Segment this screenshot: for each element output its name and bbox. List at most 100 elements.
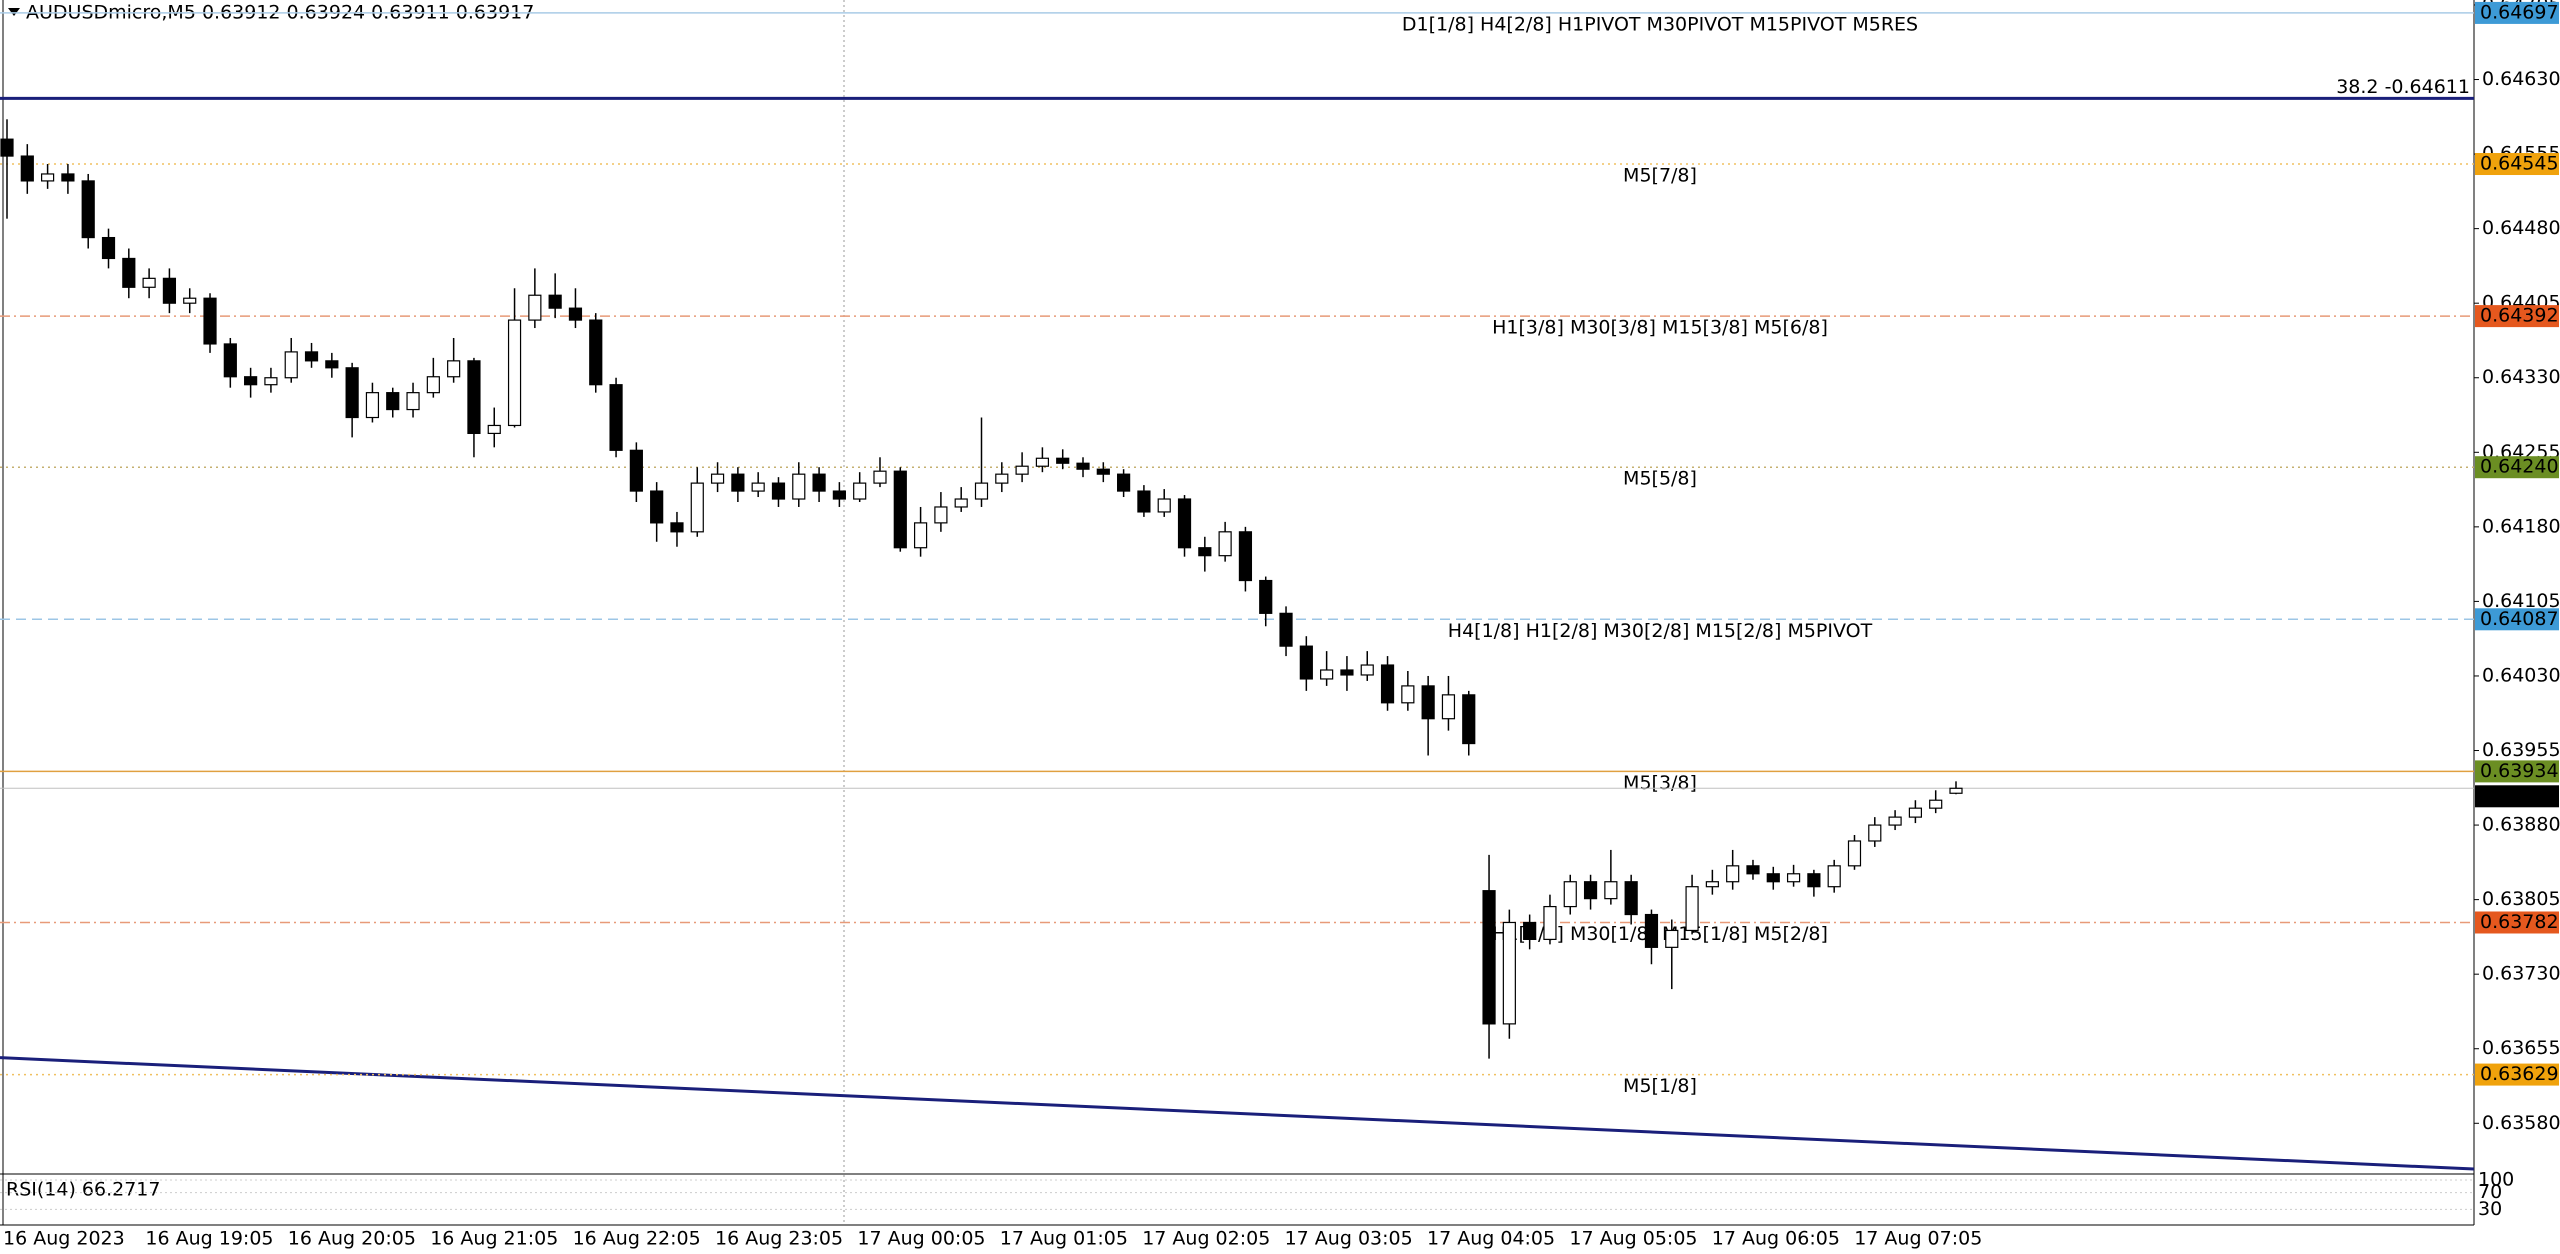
level-badge-bg	[2475, 1063, 2559, 1086]
candle-body	[954, 498, 968, 508]
candle-body	[1624, 881, 1638, 916]
x-tick-label: 17 Aug 04:05	[1427, 1228, 1555, 1250]
level-label: D1[1/8] H4[2/8] H1PIVOT M30PIVOT M15PIVO…	[1402, 13, 1918, 35]
level-label: M5[5/8]	[1623, 468, 1697, 490]
candle-body	[1685, 886, 1699, 932]
candle-body	[1360, 664, 1374, 676]
y-tick-label: 0.64105	[2482, 590, 2560, 612]
level-badge-bg	[2475, 153, 2559, 176]
candle-body	[1563, 881, 1577, 908]
candle-body	[548, 294, 562, 309]
candle-body	[792, 473, 806, 500]
level-badge: 0.63934	[2480, 760, 2559, 782]
candle-body	[589, 319, 603, 386]
candle-body	[20, 155, 34, 182]
level-label: M5[3/8]	[1623, 772, 1697, 794]
candle-body	[244, 376, 258, 386]
x-tick-label: 16 Aug 22:05	[573, 1228, 701, 1250]
candle-body	[1035, 457, 1050, 467]
candle-body	[1523, 921, 1537, 940]
fibo-label: 38.2 -0.64611	[2336, 76, 2470, 98]
level-badge-bg	[2475, 608, 2559, 631]
rsi-tick-label: 70	[2478, 1181, 2502, 1203]
candle-body	[771, 482, 786, 500]
y-tick-label: 0.63955	[2482, 739, 2560, 761]
candle-body	[1177, 498, 1192, 549]
y-tick-label: 0.63805	[2482, 888, 2560, 910]
x-tick-label: 16 Aug 21:05	[430, 1228, 558, 1250]
y-tick-label: 0.64330	[2482, 366, 2560, 388]
candle-body	[913, 522, 928, 549]
level-label: H4[1/8] H1[2/8] M30[2/8] M15[2/8] M5PIVO…	[1448, 620, 1873, 642]
candle-body	[1807, 873, 1821, 888]
level-badge: 0.64392	[2480, 305, 2559, 327]
candle-body	[974, 482, 989, 500]
candle-body	[1665, 929, 1679, 948]
candle-body	[487, 424, 501, 435]
candle-body	[162, 277, 177, 304]
candle-body	[1056, 457, 1070, 464]
y-tick-label: 0.64030	[2482, 664, 2560, 686]
rsi-tick-label: 30	[2478, 1198, 2502, 1220]
candle-body	[1502, 921, 1516, 1025]
candle-body	[41, 173, 55, 182]
level-badge-bg	[2475, 911, 2559, 934]
candle-body	[853, 482, 867, 500]
candle-body	[1441, 694, 1456, 720]
level-badge-bg	[2475, 456, 2559, 479]
candle-body	[264, 377, 278, 386]
candle-body	[1786, 873, 1801, 883]
candle-body	[1259, 579, 1273, 614]
candle-body	[1117, 473, 1131, 492]
candle-body	[386, 392, 400, 411]
current-price-badge-bg	[2475, 785, 2559, 808]
candle-body	[1299, 645, 1313, 680]
candle-body	[690, 482, 704, 533]
candle-body	[1421, 685, 1435, 720]
candle-body	[568, 307, 583, 321]
candle-body	[832, 490, 846, 500]
candle-body	[203, 297, 217, 345]
level-badge-bg	[2475, 1, 2559, 24]
candle-body	[1949, 787, 1963, 794]
candle-body	[365, 392, 380, 419]
candle-body	[528, 294, 542, 321]
candle-body	[1096, 468, 1110, 475]
level-badge: 0.63782	[2480, 911, 2559, 933]
x-tick-label: 17 Aug 03:05	[1285, 1228, 1413, 1250]
candle-body	[1746, 865, 1760, 875]
x-tick-label: 17 Aug 01:05	[1000, 1228, 1128, 1250]
candle-body	[609, 384, 623, 451]
x-tick-label: 16 Aug 23:05	[715, 1228, 843, 1250]
candle-body	[1137, 490, 1151, 513]
candle-body	[507, 319, 522, 427]
candle-body	[995, 473, 1009, 484]
level-badge: 0.64697	[2480, 1, 2559, 23]
candle-body	[1847, 840, 1862, 867]
menu-triangle[interactable]	[8, 8, 20, 16]
candle-body	[284, 351, 298, 379]
rsi-label: RSI(14) 66.2717	[6, 1179, 160, 1201]
candle-body	[1868, 824, 1882, 842]
x-tick-label: 16 Aug 19:05	[145, 1228, 273, 1250]
candle-body	[873, 470, 887, 484]
candle-body	[447, 360, 461, 378]
candle-body	[1929, 799, 1943, 809]
candle-body	[1401, 685, 1415, 704]
candle-body	[1279, 612, 1293, 647]
x-tick-label: 17 Aug 00:05	[857, 1228, 985, 1250]
candle-body	[1320, 669, 1334, 680]
y-tick-label: 0.64630	[2482, 68, 2560, 90]
level-label: H1[3/8] M30[3/8] M15[3/8] M5[6/8]	[1492, 317, 1828, 339]
level-label: M5[1/8]	[1623, 1075, 1697, 1097]
candle-body	[142, 277, 156, 288]
candle-body	[61, 173, 75, 182]
y-tick-label: 0.64180	[2482, 515, 2560, 537]
candle-body	[1644, 913, 1659, 948]
candle-body	[1726, 865, 1740, 883]
candle-body	[1543, 905, 1557, 940]
current-price-badge: 0.63917	[2480, 785, 2559, 807]
candle-body	[1218, 531, 1232, 557]
